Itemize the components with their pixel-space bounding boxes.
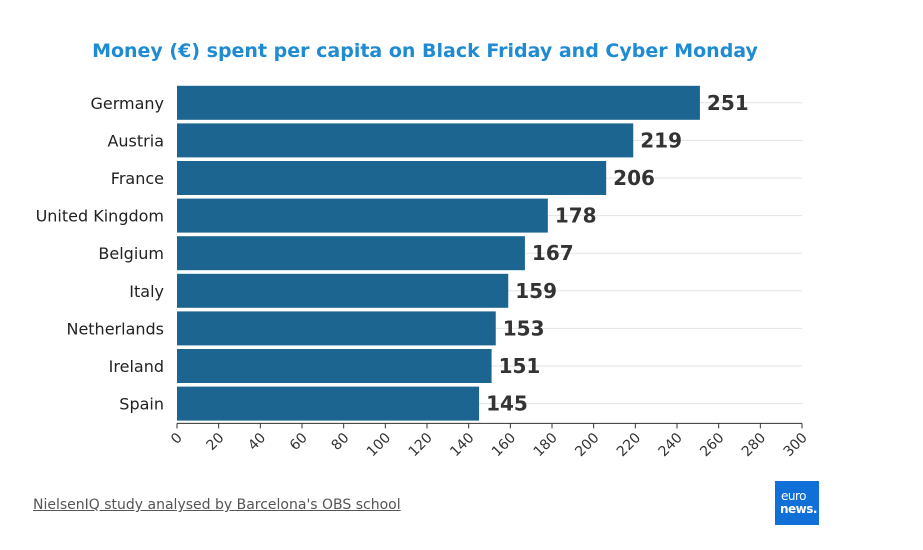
category-label: Italy bbox=[129, 282, 164, 301]
x-tick-label: 60 bbox=[287, 430, 311, 454]
category-label: Belgium bbox=[98, 244, 164, 263]
x-tick-label: 260 bbox=[697, 430, 727, 460]
category-labels: Germany Austria France United Kingdom Belgiu… bbox=[36, 94, 164, 414]
bar bbox=[177, 236, 525, 271]
x-tick-label: 180 bbox=[531, 430, 561, 460]
x-tick-label: 200 bbox=[572, 430, 602, 460]
value-label: 206 bbox=[613, 166, 655, 190]
value-label: 159 bbox=[515, 279, 557, 303]
category-label: United Kingdom bbox=[36, 207, 164, 226]
x-tick-label: 300 bbox=[781, 430, 811, 460]
value-label: 167 bbox=[532, 241, 574, 265]
chart-title: Money (€) spent per capita on Black Frid… bbox=[92, 40, 758, 62]
category-label: Ireland bbox=[109, 357, 164, 376]
bar bbox=[177, 386, 480, 421]
bar bbox=[177, 85, 700, 120]
bar bbox=[177, 273, 509, 308]
x-tick-label: 240 bbox=[656, 430, 686, 460]
x-tick-label: 220 bbox=[614, 430, 644, 460]
x-tick-label: 80 bbox=[329, 430, 353, 454]
euronews-logo[interactable]: euro news. bbox=[775, 481, 819, 525]
bar bbox=[177, 349, 492, 383]
bar bbox=[177, 161, 607, 195]
x-tick-label: 120 bbox=[406, 430, 436, 460]
bar bbox=[177, 123, 634, 158]
x-tick-label: 0 bbox=[168, 430, 186, 448]
bar bbox=[177, 311, 496, 346]
x-tick-label: 100 bbox=[364, 430, 394, 460]
value-labels: 251 219 206 178 167 159 153 151 145 bbox=[486, 91, 749, 416]
x-tick-label: 280 bbox=[739, 430, 769, 460]
bars bbox=[177, 85, 700, 421]
x-axis: 0 20 40 60 80 100 120 140 160 180 200 220 240 260 280 3… bbox=[168, 422, 811, 460]
category-label: Germany bbox=[90, 94, 164, 113]
x-tick-label: 40 bbox=[245, 430, 269, 454]
category-label: Spain bbox=[119, 395, 164, 414]
category-label: Netherlands bbox=[66, 319, 164, 338]
x-tick-label: 160 bbox=[489, 430, 519, 460]
value-label: 145 bbox=[486, 392, 528, 416]
logo-text-bottom: news. bbox=[780, 502, 817, 516]
value-label: 178 bbox=[555, 204, 597, 228]
logo-text-top: euro bbox=[781, 489, 807, 503]
value-label: 153 bbox=[503, 316, 545, 340]
category-label: Austria bbox=[107, 131, 164, 150]
x-tick-label: 140 bbox=[447, 430, 477, 460]
bar bbox=[177, 198, 548, 233]
value-label: 151 bbox=[499, 354, 541, 378]
x-tick-label: 20 bbox=[204, 430, 228, 454]
category-label: France bbox=[111, 169, 164, 188]
source-link[interactable]: NielsenIQ study analysed by Barcelona's … bbox=[33, 497, 401, 513]
value-label: 251 bbox=[707, 91, 749, 115]
value-label: 219 bbox=[640, 128, 682, 152]
